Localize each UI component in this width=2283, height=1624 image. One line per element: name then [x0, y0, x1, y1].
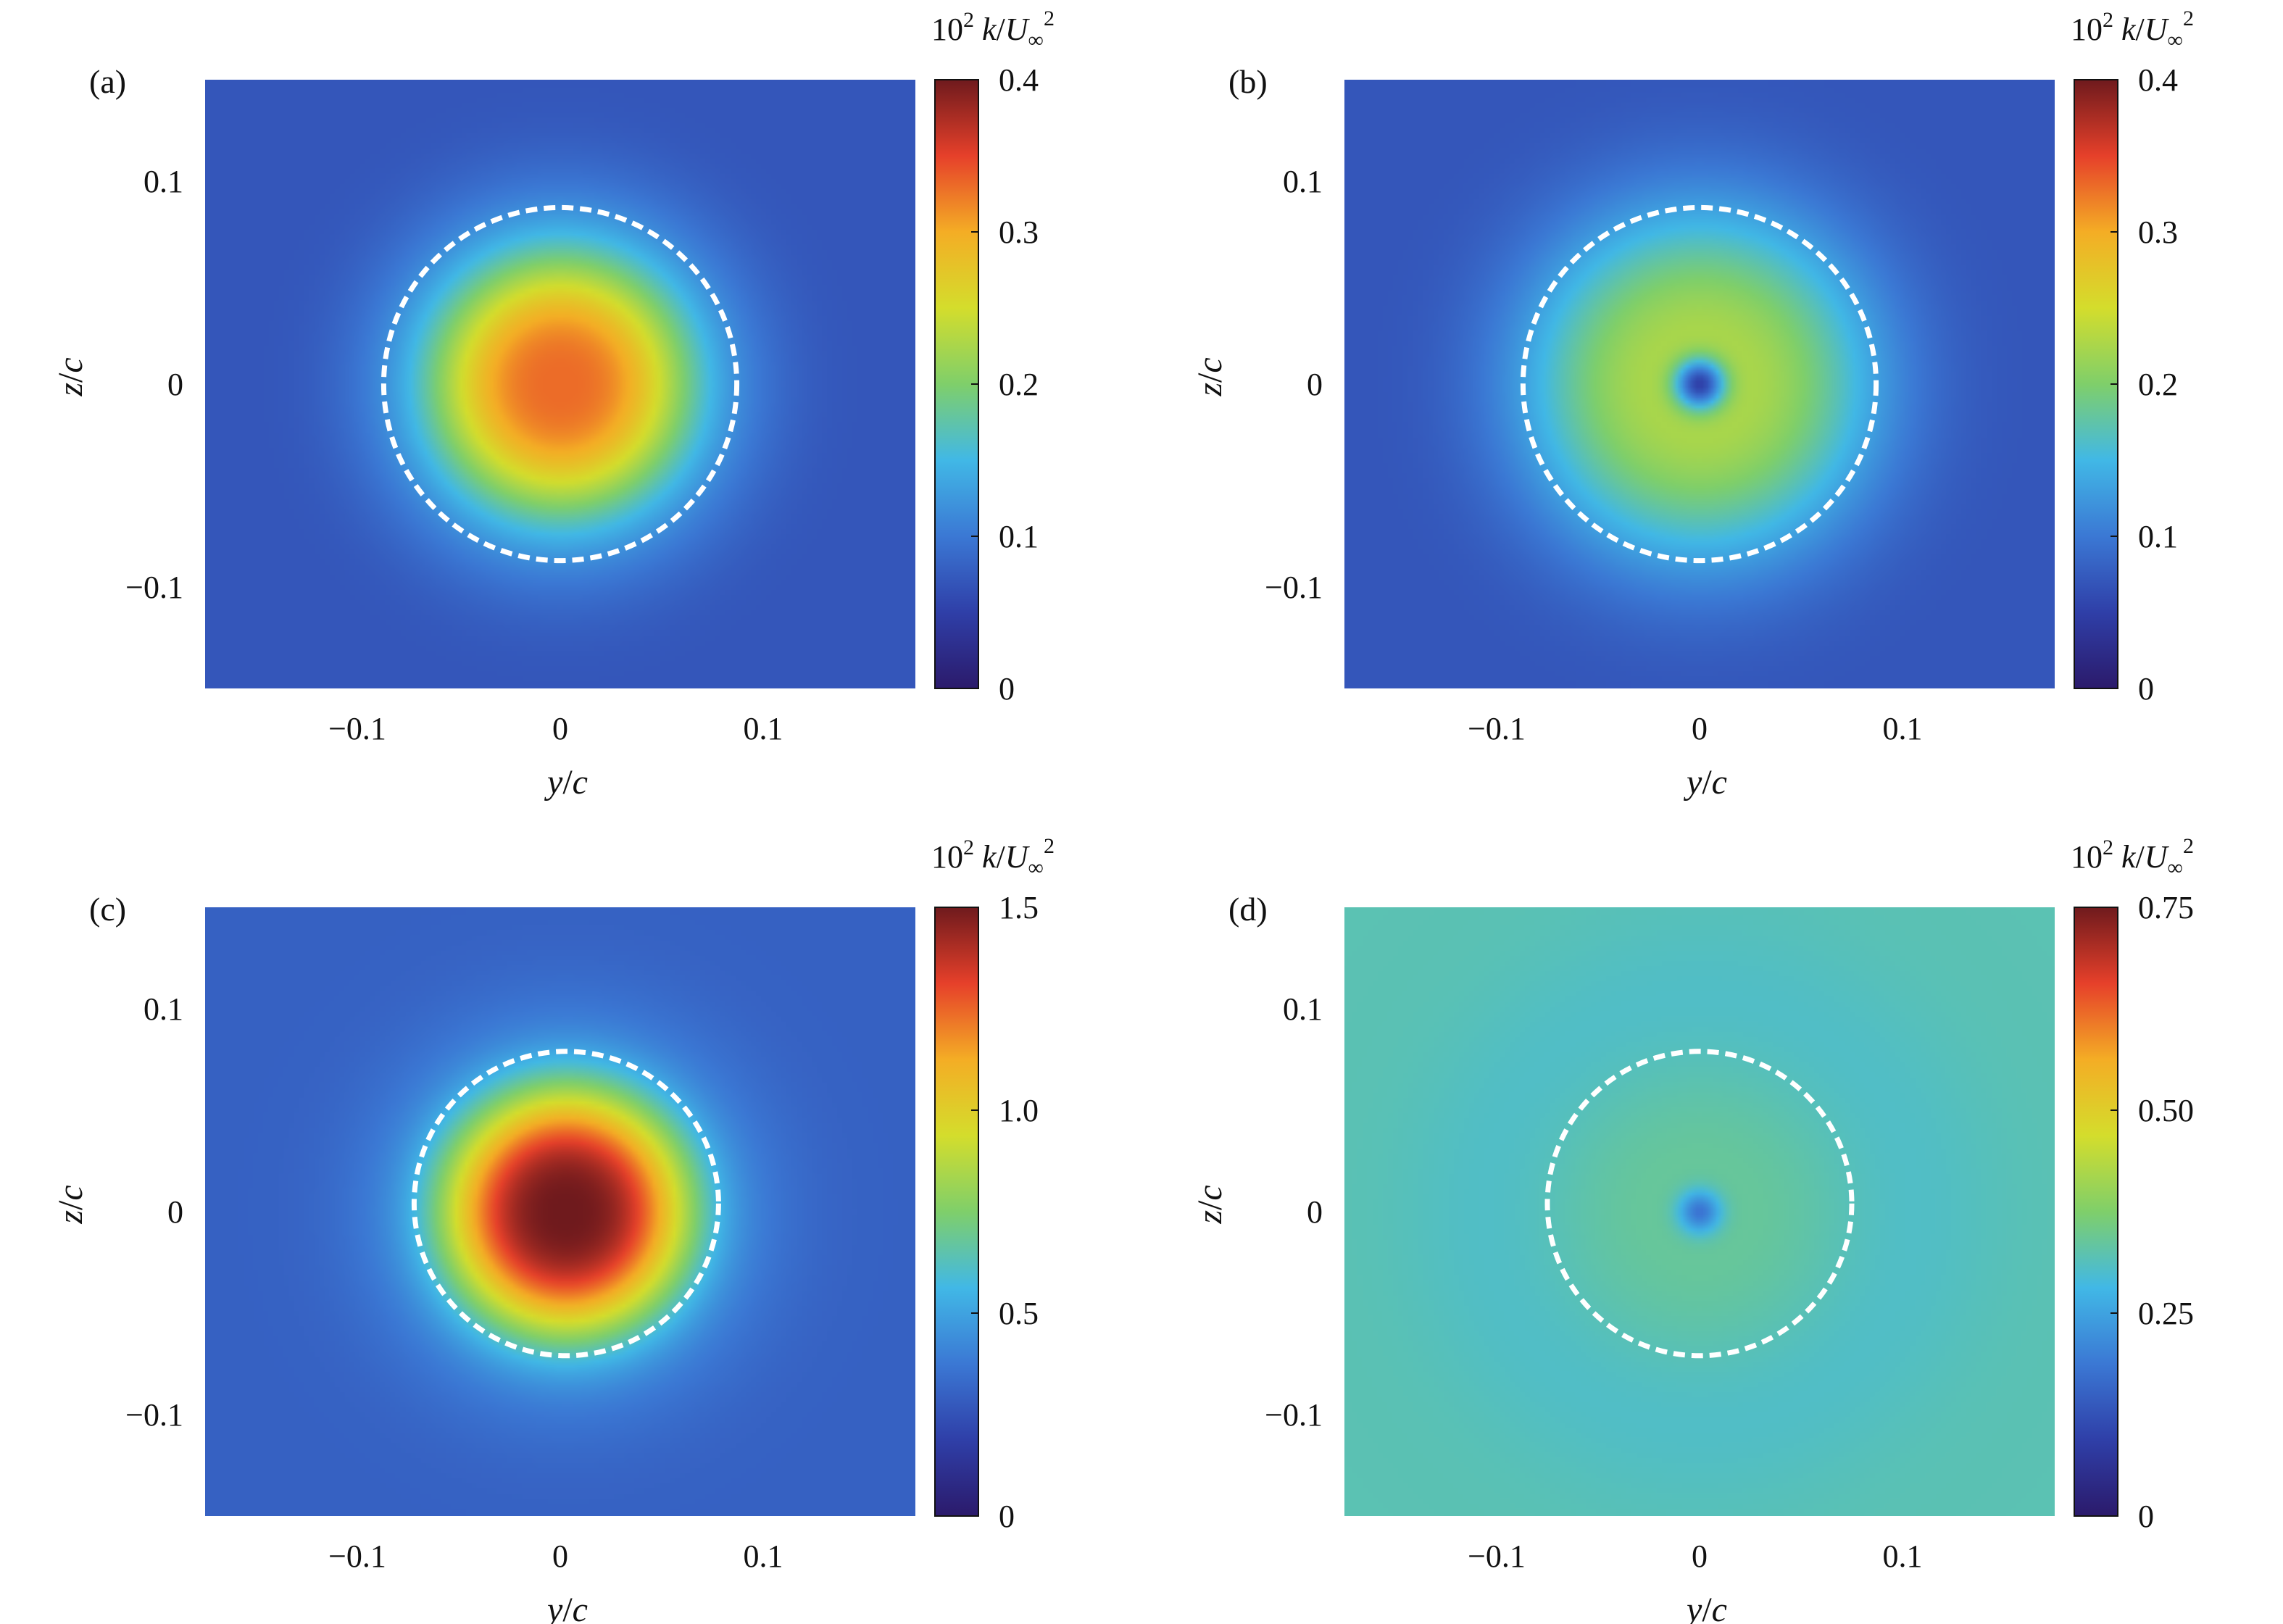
y-axis-label: z/c: [51, 357, 90, 396]
x-tick-label: 0: [552, 711, 568, 746]
x-axis-label: y/c: [544, 1591, 588, 1624]
colorbar-title: 102 k/U∞2: [931, 7, 1055, 52]
colorbar-tick-label: 0.2: [2138, 367, 2178, 402]
colorbar-tick-label: 0.4: [2138, 62, 2178, 98]
x-axis-label: y/c: [1683, 763, 1727, 801]
reference-circle: [1544, 1049, 1855, 1359]
y-tick-label: 0: [1307, 1194, 1323, 1230]
x-tick-label: 0.1: [744, 1538, 783, 1574]
colorbar-tick-label: 0.2: [999, 367, 1039, 402]
x-tick-label: −0.1: [1468, 1538, 1526, 1574]
panel-d: −0.1 0 0.1 0.1 0 −0.1 y/c z/c (d) 0 0.25 0.50 0.75 10…: [1191, 834, 2194, 1624]
y-tick-label: 0: [1307, 367, 1323, 402]
heatmap-field: [205, 80, 915, 688]
colorbar-tick-label: 0.50: [2138, 1093, 2194, 1128]
x-tick-label: 0: [552, 1538, 568, 1574]
y-axis-label: z/c: [1191, 357, 1229, 396]
colorbar-tick-label: 0.25: [2138, 1296, 2194, 1331]
y-tick-label: 0.1: [144, 991, 183, 1027]
colorbar-tick-label: 0.3: [999, 215, 1039, 250]
x-tick-label: 0.1: [1883, 711, 1923, 746]
y-axis-label: z/c: [51, 1185, 90, 1224]
colorbar-tick-label: 0.75: [2138, 890, 2194, 925]
panel-label: (a): [89, 63, 126, 100]
panel-b: −0.1 0 0.1 0.1 0 −0.1 y/c z/c (b) 0 0.1 0.2 0.3 0.4 10…: [1191, 7, 2194, 801]
colorbar-title: 102 k/U∞2: [931, 834, 1055, 880]
x-axis-label: y/c: [544, 763, 588, 801]
panel-label: (b): [1228, 63, 1268, 100]
y-tick-label: 0.1: [1283, 991, 1323, 1027]
colorbar-title: 102 k/U∞2: [2071, 7, 2194, 52]
x-tick-label: 0: [1692, 1538, 1708, 1574]
colorbar-tick-label: 0: [999, 1499, 1015, 1534]
colorbar-tick-label: 0: [2138, 1499, 2154, 1534]
reference-circle: [380, 204, 740, 564]
x-tick-label: −0.1: [1468, 711, 1526, 746]
reference-circle: [1520, 204, 1879, 564]
y-tick-label: 0.1: [1283, 164, 1323, 199]
panel-label: (c): [89, 891, 126, 928]
y-axis-label: z/c: [1191, 1185, 1229, 1224]
colorbar-tick-label: 0.5: [999, 1296, 1039, 1331]
x-axis-label: y/c: [1683, 1591, 1727, 1624]
colorbar-tick-label: 1.0: [999, 1093, 1039, 1128]
y-tick-label: 0.1: [144, 164, 183, 199]
colorbar-tick-label: 0: [999, 671, 1015, 707]
x-tick-label: 0.1: [1883, 1538, 1923, 1574]
panel-c: −0.1 0 0.1 0.1 0 −0.1 y/c z/c (c) 0 0.5 1.0 1.5 102 k…: [51, 834, 1055, 1624]
colorbar: [934, 907, 979, 1517]
colorbar-tick-label: 0.3: [2138, 215, 2178, 250]
panel-label: (d): [1228, 891, 1268, 928]
colorbar-tick-label: 1.5: [999, 890, 1039, 925]
y-tick-label: −0.1: [125, 570, 183, 605]
colorbar-tick-label: 0.1: [2138, 519, 2178, 554]
reference-circle: [411, 1049, 721, 1359]
y-tick-label: −0.1: [1265, 1397, 1323, 1433]
y-tick-label: −0.1: [1265, 570, 1323, 605]
x-tick-label: −0.1: [328, 711, 386, 746]
y-tick-label: 0: [167, 1194, 183, 1230]
x-tick-label: 0: [1692, 711, 1708, 746]
colorbar-title: 102 k/U∞2: [2071, 834, 2194, 880]
colorbar: [2074, 907, 2118, 1517]
heatmap-field: [1344, 907, 2055, 1516]
colorbar-tick-label: 0.4: [999, 62, 1039, 98]
x-tick-label: 0.1: [744, 711, 783, 746]
colorbar-tick-label: 0.1: [999, 519, 1039, 554]
colorbar-tick-label: 0: [2138, 671, 2154, 707]
heatmap-field: [205, 907, 915, 1516]
y-tick-label: 0: [167, 367, 183, 402]
panel-a: −0.1 0 0.1 0.1 0 −0.1 y/c z/c (a) 0 0.1 0.2 0.3 0.4 10…: [51, 7, 1055, 801]
x-tick-label: −0.1: [328, 1538, 386, 1574]
y-tick-label: −0.1: [125, 1397, 183, 1433]
heatmap-field: [1344, 80, 2055, 688]
